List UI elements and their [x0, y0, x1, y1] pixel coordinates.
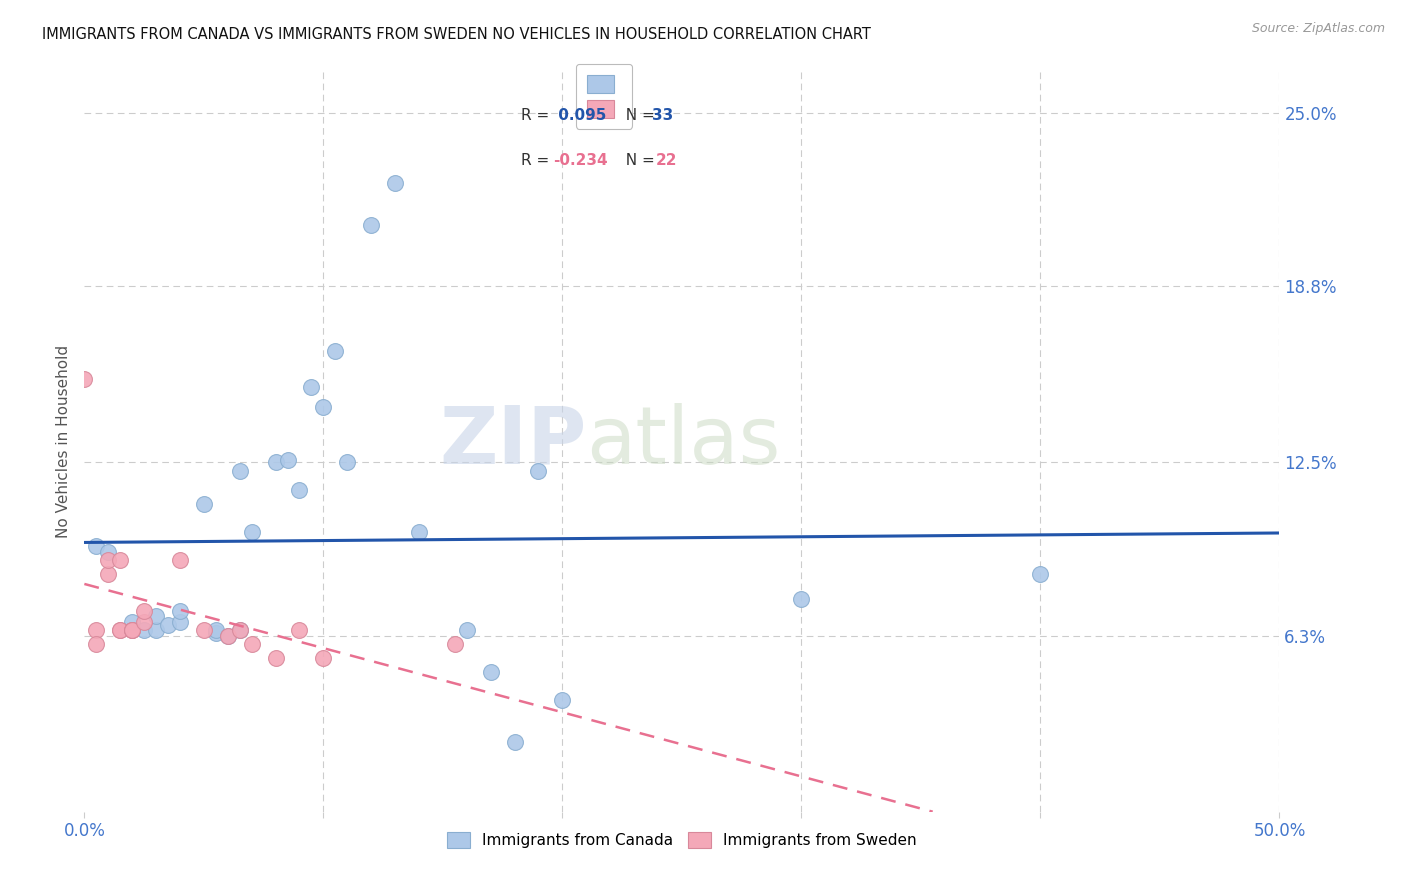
- Point: [479, 665, 502, 679]
- Text: ZIP: ZIP: [439, 402, 586, 481]
- Point: [1029, 567, 1052, 582]
- Point: [312, 400, 335, 414]
- Y-axis label: No Vehicles in Household: No Vehicles in Household: [56, 345, 72, 538]
- Point: [336, 455, 359, 469]
- Point: [790, 592, 813, 607]
- Text: R =: R =: [520, 108, 554, 123]
- Text: 33: 33: [652, 108, 673, 123]
- Point: [132, 603, 156, 617]
- Point: [301, 380, 323, 394]
- Point: [121, 623, 143, 637]
- Point: [527, 464, 550, 478]
- Point: [456, 623, 478, 637]
- Point: [121, 615, 143, 629]
- Point: [408, 525, 430, 540]
- Text: R =: R =: [520, 153, 554, 168]
- Text: 0.095: 0.095: [553, 108, 606, 123]
- Point: [157, 617, 180, 632]
- Point: [325, 343, 347, 358]
- Point: [132, 615, 156, 629]
- Point: [229, 623, 252, 637]
- Point: [277, 452, 299, 467]
- Point: [110, 553, 132, 567]
- Point: [169, 553, 191, 567]
- Point: [240, 637, 263, 651]
- Point: [264, 455, 287, 469]
- Point: [288, 623, 311, 637]
- Point: [73, 372, 96, 386]
- Point: [229, 464, 252, 478]
- Point: [217, 629, 239, 643]
- Point: [86, 637, 108, 651]
- Point: [240, 525, 263, 540]
- Point: [169, 603, 191, 617]
- Point: [110, 623, 132, 637]
- Point: [288, 483, 311, 498]
- Point: [551, 693, 574, 707]
- Point: [121, 623, 143, 637]
- Point: [217, 629, 239, 643]
- Text: Source: ZipAtlas.com: Source: ZipAtlas.com: [1251, 22, 1385, 36]
- Point: [503, 735, 526, 749]
- Point: [121, 623, 143, 637]
- Text: N =: N =: [616, 153, 659, 168]
- Point: [97, 553, 120, 567]
- Point: [444, 637, 467, 651]
- Point: [145, 623, 167, 637]
- Point: [132, 623, 156, 637]
- Text: 22: 22: [655, 153, 678, 168]
- Point: [110, 623, 132, 637]
- Point: [97, 545, 120, 559]
- Point: [312, 651, 335, 665]
- Legend: Immigrants from Canada, Immigrants from Sweden: Immigrants from Canada, Immigrants from …: [439, 824, 925, 856]
- Text: -0.234: -0.234: [553, 153, 607, 168]
- Point: [169, 615, 191, 629]
- Point: [86, 623, 108, 637]
- Point: [264, 651, 287, 665]
- Point: [193, 623, 215, 637]
- Point: [384, 176, 406, 190]
- Point: [205, 626, 228, 640]
- Point: [205, 623, 228, 637]
- Text: IMMIGRANTS FROM CANADA VS IMMIGRANTS FROM SWEDEN NO VEHICLES IN HOUSEHOLD CORREL: IMMIGRANTS FROM CANADA VS IMMIGRANTS FRO…: [42, 27, 872, 42]
- Text: N =: N =: [616, 108, 659, 123]
- Point: [193, 497, 215, 511]
- Point: [97, 567, 120, 582]
- Point: [360, 218, 382, 232]
- Point: [145, 609, 167, 624]
- Point: [86, 539, 108, 553]
- Text: atlas: atlas: [586, 402, 780, 481]
- Point: [229, 623, 252, 637]
